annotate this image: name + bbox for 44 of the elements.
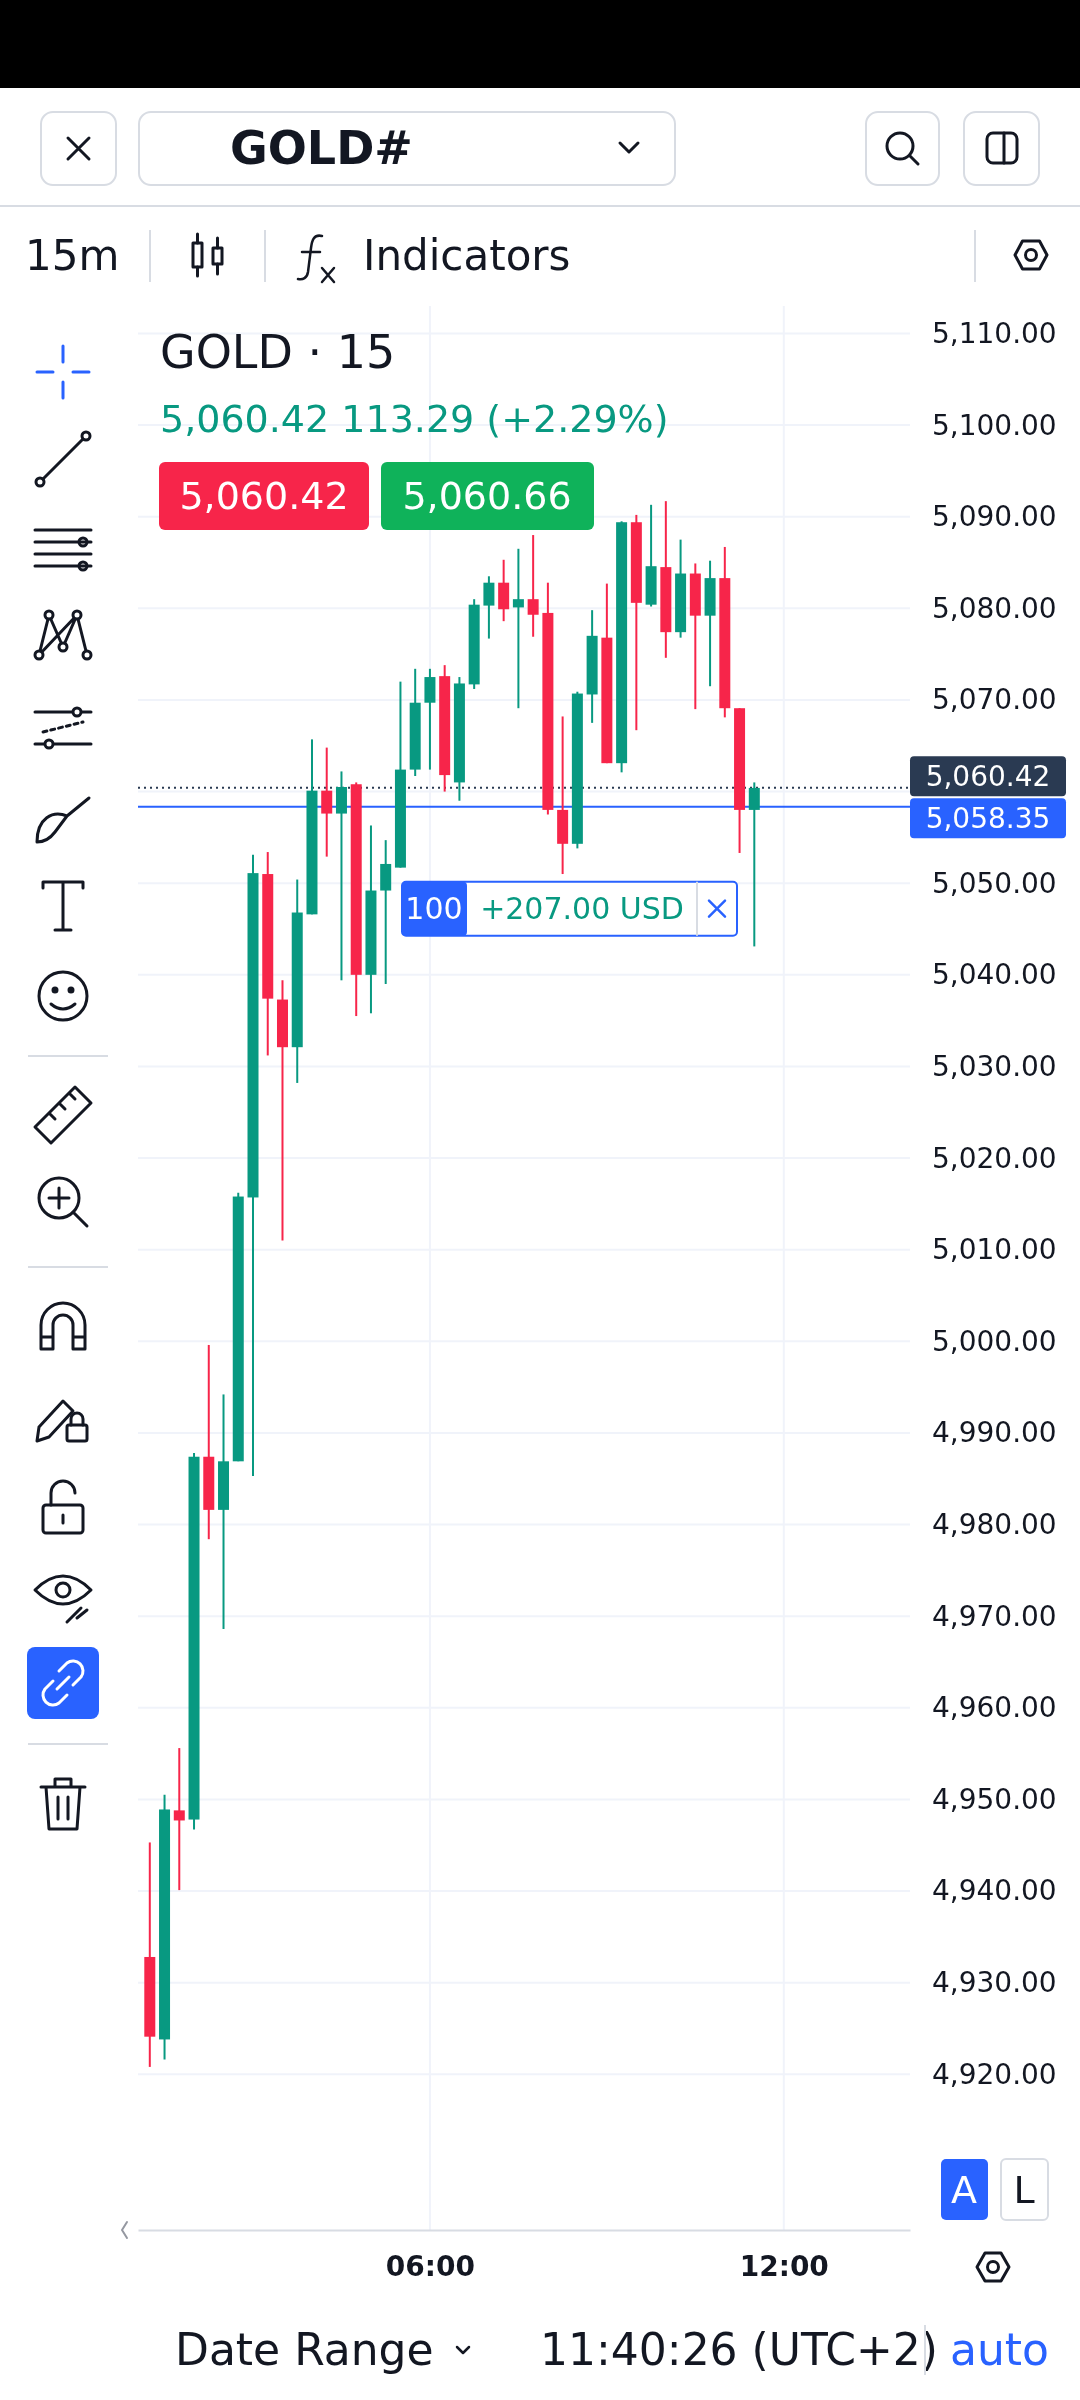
y-tick-label: 5,050.00 — [932, 866, 1057, 900]
candlestick — [527, 534, 539, 638]
y-tick-label: 5,000.00 — [932, 1324, 1057, 1358]
y-tick-label: 4,970.00 — [932, 1599, 1057, 1633]
text: 11:40:26 (UTC+2) — [540, 2324, 939, 2376]
ref-line-label: 5,060.42 — [925, 760, 1051, 794]
y-tick-label: 5,040.00 — [932, 958, 1057, 992]
annotation: +207.00 USD — [480, 891, 684, 927]
text: 5,060.42 113.29 (+2.29%) — [160, 397, 669, 441]
y-tick-label: 5,100.00 — [932, 408, 1057, 442]
text: auto — [950, 2324, 1050, 2376]
text: Indicators — [363, 230, 571, 280]
x-tick-label: 12:00 — [739, 2249, 829, 2283]
y-tick-label: 5,080.00 — [932, 591, 1057, 625]
y-tick-label: 5,020.00 — [932, 1141, 1057, 1175]
annotation: 100 — [405, 891, 463, 927]
ref-line-label: 5,058.35 — [925, 802, 1051, 836]
candlestick — [512, 547, 524, 710]
text: A — [951, 2168, 977, 2213]
candlestick — [483, 575, 495, 640]
y-tick-label: 4,950.00 — [932, 1782, 1057, 1816]
x-tick-label: 06:00 — [385, 2249, 475, 2283]
y-tick-label: 4,930.00 — [932, 1966, 1057, 2000]
y-tick-label: 5,110.00 — [932, 316, 1057, 350]
candlestick — [748, 781, 760, 948]
y-tick-label: 5,030.00 — [932, 1049, 1057, 1083]
y-tick-label: 5,090.00 — [932, 500, 1057, 534]
candlestick — [335, 770, 347, 982]
annotation: 5,060.42 — [179, 474, 349, 519]
y-tick-label: 5,070.00 — [932, 683, 1057, 717]
y-tick-label: 4,990.00 — [932, 1416, 1057, 1450]
y-tick-label: 4,980.00 — [932, 1507, 1057, 1541]
text: 15m — [25, 230, 120, 280]
text: L — [1013, 2168, 1035, 2213]
candlestick — [173, 1747, 185, 1892]
text: GOLD# — [230, 121, 413, 176]
annotation: 5,060.66 — [402, 474, 572, 519]
text: GOLD · 15 — [160, 325, 396, 379]
y-tick-label: 5,010.00 — [932, 1233, 1057, 1267]
text: Date Range — [175, 2324, 434, 2376]
y-tick-label: 4,920.00 — [932, 2057, 1057, 2091]
y-tick-label: 4,960.00 — [932, 1691, 1057, 1725]
y-tick-label: 4,940.00 — [932, 1874, 1057, 1908]
candlestick — [321, 746, 333, 858]
